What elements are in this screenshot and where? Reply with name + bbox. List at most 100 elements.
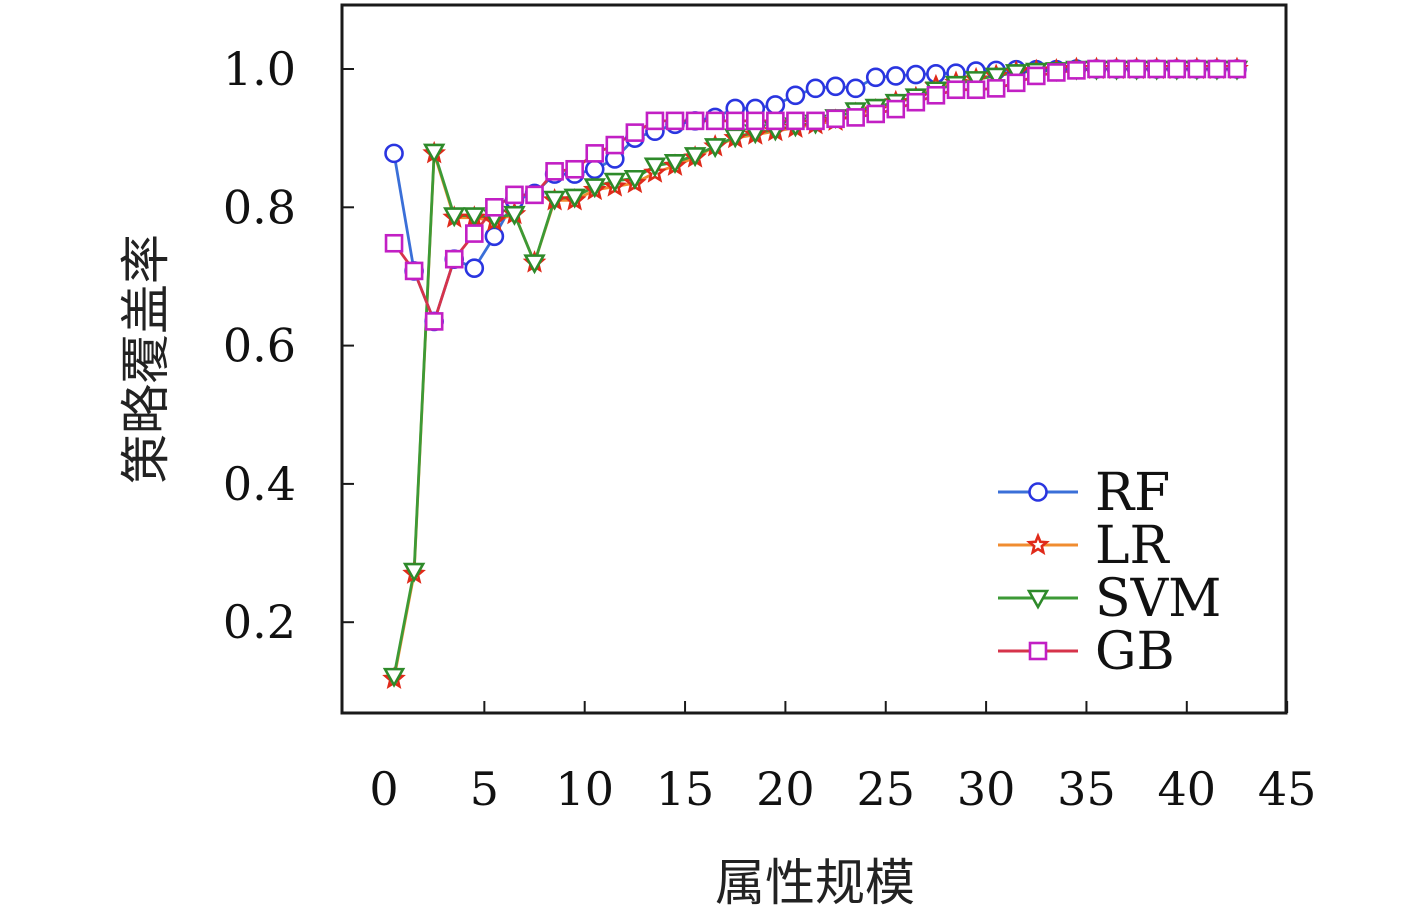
- legend-label-gb: GB: [1095, 622, 1175, 682]
- data-point-gb: [465, 224, 484, 243]
- data-point-gb: [545, 162, 564, 181]
- plot-frame: [340, 3, 1288, 715]
- data-point-rf: [384, 143, 404, 164]
- data-point-gb: [906, 92, 926, 112]
- data-point-svm: [543, 190, 566, 211]
- axis-ticks: [342, 68, 1289, 713]
- data-point-gb: [625, 123, 645, 142]
- data-point-gb: [1147, 59, 1166, 79]
- data-point-svm: [503, 205, 526, 226]
- x-tick-label: 5: [470, 762, 499, 816]
- data-point-rf: [484, 226, 505, 247]
- data-point-gb: [1047, 63, 1066, 82]
- tick-labels: 0 5 10 15 20 25 30 35 40 45 0.2 0.4 0.6 0.8 1.0: [223, 42, 1317, 816]
- y-axis-title: 策略覆盖率: [117, 234, 175, 484]
- data-point-svm: [382, 667, 406, 688]
- data-point-gb: [1127, 59, 1146, 79]
- data-point-gb: [1187, 59, 1207, 79]
- data-point-gb: [685, 111, 705, 131]
- data-point-svm: [523, 254, 546, 275]
- y-tick-label: 1.0: [223, 42, 296, 96]
- data-point-gb: [525, 185, 544, 205]
- data-point-gb: [1006, 73, 1026, 93]
- data-point-gb: [806, 111, 825, 131]
- data-point-rf: [906, 64, 926, 85]
- legend-item-svm: SVM: [998, 569, 1221, 629]
- data-point-rf: [805, 78, 826, 99]
- data-point-gb: [946, 80, 966, 100]
- data-point-gb: [926, 85, 946, 105]
- data-point-gb: [645, 111, 665, 131]
- data-point-gb: [485, 198, 504, 217]
- data-point-gb: [1087, 59, 1106, 79]
- data-point-gb: [1107, 59, 1126, 79]
- data-point-svm: [964, 71, 988, 92]
- data-point-svm: [443, 207, 466, 228]
- y-tick-label: 0.2: [223, 595, 296, 649]
- legend-item-rf: RF: [998, 463, 1170, 523]
- data-point-rf: [825, 76, 846, 97]
- data-point-svm: [703, 138, 727, 159]
- x-tick-label: 45: [1258, 762, 1317, 816]
- data-point-svm: [643, 157, 667, 178]
- data-point-svm: [603, 172, 627, 193]
- data-point-gb: [745, 111, 765, 131]
- y-tick-label: 0.8: [223, 180, 296, 234]
- series-markers-gb: [384, 59, 1247, 331]
- data-point-gb: [605, 135, 625, 155]
- data-point-svm: [683, 147, 707, 168]
- data-point-svm: [563, 188, 586, 209]
- series-markers: [382, 56, 1249, 689]
- data-point-gb: [444, 249, 464, 269]
- data-point-rf: [785, 85, 806, 106]
- data-point-svm: [623, 169, 647, 190]
- x-tick-label: 35: [1057, 762, 1116, 816]
- data-point-gb: [886, 99, 906, 119]
- legend-label-rf: RF: [1095, 463, 1170, 523]
- data-point-rf: [865, 67, 886, 88]
- legend-marker-svm: [1026, 589, 1050, 610]
- data-point-gb: [1067, 61, 1086, 80]
- data-point-gb: [725, 111, 745, 131]
- data-point-gb: [404, 261, 424, 281]
- data-point-gb: [424, 312, 444, 331]
- legend-label-lr: LR: [1095, 516, 1171, 576]
- data-point-gb: [1227, 59, 1247, 79]
- data-point-gb: [565, 159, 584, 179]
- x-tick-label: 10: [555, 762, 614, 816]
- legend-marker-lr: [1026, 532, 1050, 556]
- data-point-gb: [665, 111, 685, 131]
- legend-marker-gb: [1028, 641, 1048, 661]
- data-point-gb: [705, 111, 725, 131]
- legend-item-lr: LR: [998, 516, 1171, 576]
- x-tick-label: 15: [656, 762, 715, 816]
- data-point-rf: [765, 95, 786, 115]
- data-point-gb: [966, 80, 986, 100]
- x-tick-label: 40: [1158, 762, 1217, 816]
- data-point-gb: [1026, 66, 1046, 86]
- x-tick-label: 30: [957, 762, 1016, 816]
- data-point-gb: [1207, 59, 1227, 79]
- data-point-gb: [866, 104, 886, 124]
- x-tick-label: 0: [369, 762, 398, 816]
- data-point-svm: [463, 207, 486, 228]
- legend-label-svm: SVM: [1095, 569, 1221, 629]
- legend-item-gb: GB: [998, 622, 1175, 682]
- data-point-gb: [786, 111, 805, 131]
- x-tick-label: 25: [856, 762, 915, 816]
- data-point-svm: [583, 178, 606, 199]
- data-point-gb: [505, 185, 524, 205]
- data-point-svm: [422, 143, 446, 164]
- data-point-rf: [845, 78, 866, 99]
- data-point-gb: [826, 109, 845, 129]
- data-point-rf: [464, 258, 485, 278]
- data-point-gb: [1167, 59, 1187, 79]
- data-point-gb: [384, 233, 404, 253]
- data-point-svm: [984, 67, 1008, 88]
- data-point-rf: [885, 66, 906, 86]
- data-point-svm: [663, 154, 687, 175]
- data-point-rf: [584, 159, 605, 180]
- data-point-gb: [585, 144, 605, 163]
